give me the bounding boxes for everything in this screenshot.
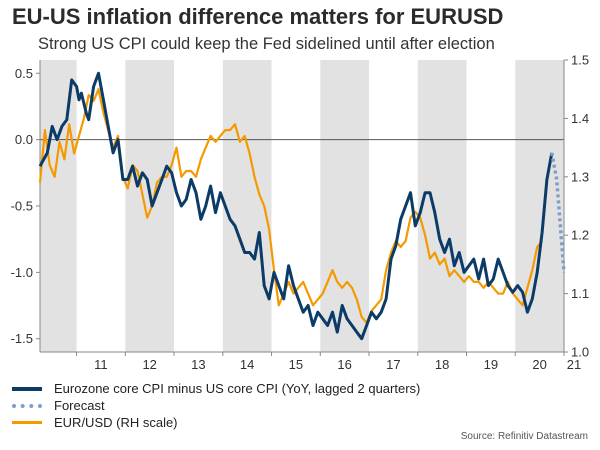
shaded-year-band <box>40 60 77 352</box>
left-tick-label: -1.0 <box>11 265 33 280</box>
legend: Eurozone core CPI minus US core CPI (YoY… <box>12 380 420 431</box>
right-tick-label: 1.3 <box>571 169 589 184</box>
x-tick-label: 17 <box>386 357 400 372</box>
right-tick-label: 1.2 <box>571 228 589 243</box>
left-tick-label: -1.5 <box>11 331 33 346</box>
series-eurusd-line <box>38 88 543 324</box>
chart-area: 0.5 0.0 -0.5 -1.0 -1.5 1.5 1.4 1.3 1.2 1.1 1.0 11 12… <box>11 53 589 373</box>
left-tick-label: -0.5 <box>11 199 33 214</box>
source-note: Source: Refinitiv Datastream <box>460 431 588 442</box>
right-tick-label: 1.1 <box>571 286 589 301</box>
legend-label-forecast: Forecast <box>54 398 105 413</box>
legend-item-forecast: Forecast <box>12 397 420 414</box>
x-tick-label: 19 <box>484 357 498 372</box>
right-tick-label: 1.0 <box>571 345 589 360</box>
legend-item-eurusd: EUR/USD (RH scale) <box>12 414 420 431</box>
shaded-year-band <box>515 60 564 352</box>
x-tick-label: 14 <box>240 357 254 372</box>
left-tick-label: 0.5 <box>15 66 33 81</box>
shaded-year-band <box>417 60 467 352</box>
x-tick-label: 18 <box>435 357 449 372</box>
x-tick-label: 13 <box>191 357 205 372</box>
x-tick-label: 15 <box>289 357 303 372</box>
x-tick-label: 21 <box>567 357 581 372</box>
chart-subtitle: Strong US CPI could keep the Fed sidelin… <box>38 35 495 53</box>
shaded-year-band <box>125 60 175 352</box>
x-tick-label: 11 <box>94 357 108 372</box>
x-tick-label: 12 <box>142 357 156 372</box>
legend-item-core: Eurozone core CPI minus US core CPI (YoY… <box>12 380 420 397</box>
series-core-cpi-line <box>38 71 554 341</box>
legend-swatch-forecast <box>12 403 42 408</box>
right-tick-label: 1.4 <box>571 111 589 126</box>
legend-swatch-eurusd <box>12 421 42 424</box>
shaded-year-band <box>320 60 370 352</box>
x-tick-label: 20 <box>532 357 546 372</box>
legend-swatch-core <box>12 386 42 391</box>
left-tick-label: 0.0 <box>15 132 33 147</box>
legend-label-core: Eurozone core CPI minus US core CPI (YoY… <box>54 381 421 396</box>
right-tick-label: 1.5 <box>571 53 589 68</box>
x-tick-label: 16 <box>337 357 351 372</box>
chart-title: EU-US inflation difference matters for E… <box>12 4 504 29</box>
legend-label-eurusd: EUR/USD (RH scale) <box>54 415 178 430</box>
